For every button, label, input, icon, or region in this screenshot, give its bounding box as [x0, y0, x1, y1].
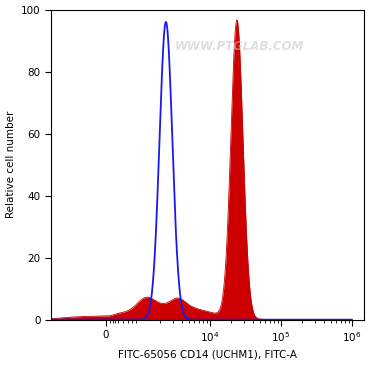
Y-axis label: Relative cell number: Relative cell number [6, 111, 16, 218]
X-axis label: FITC-65056 CD14 (UCHM1), FITC-A: FITC-65056 CD14 (UCHM1), FITC-A [118, 349, 297, 360]
Text: WWW.PTGLAB.COM: WWW.PTGLAB.COM [175, 40, 304, 53]
